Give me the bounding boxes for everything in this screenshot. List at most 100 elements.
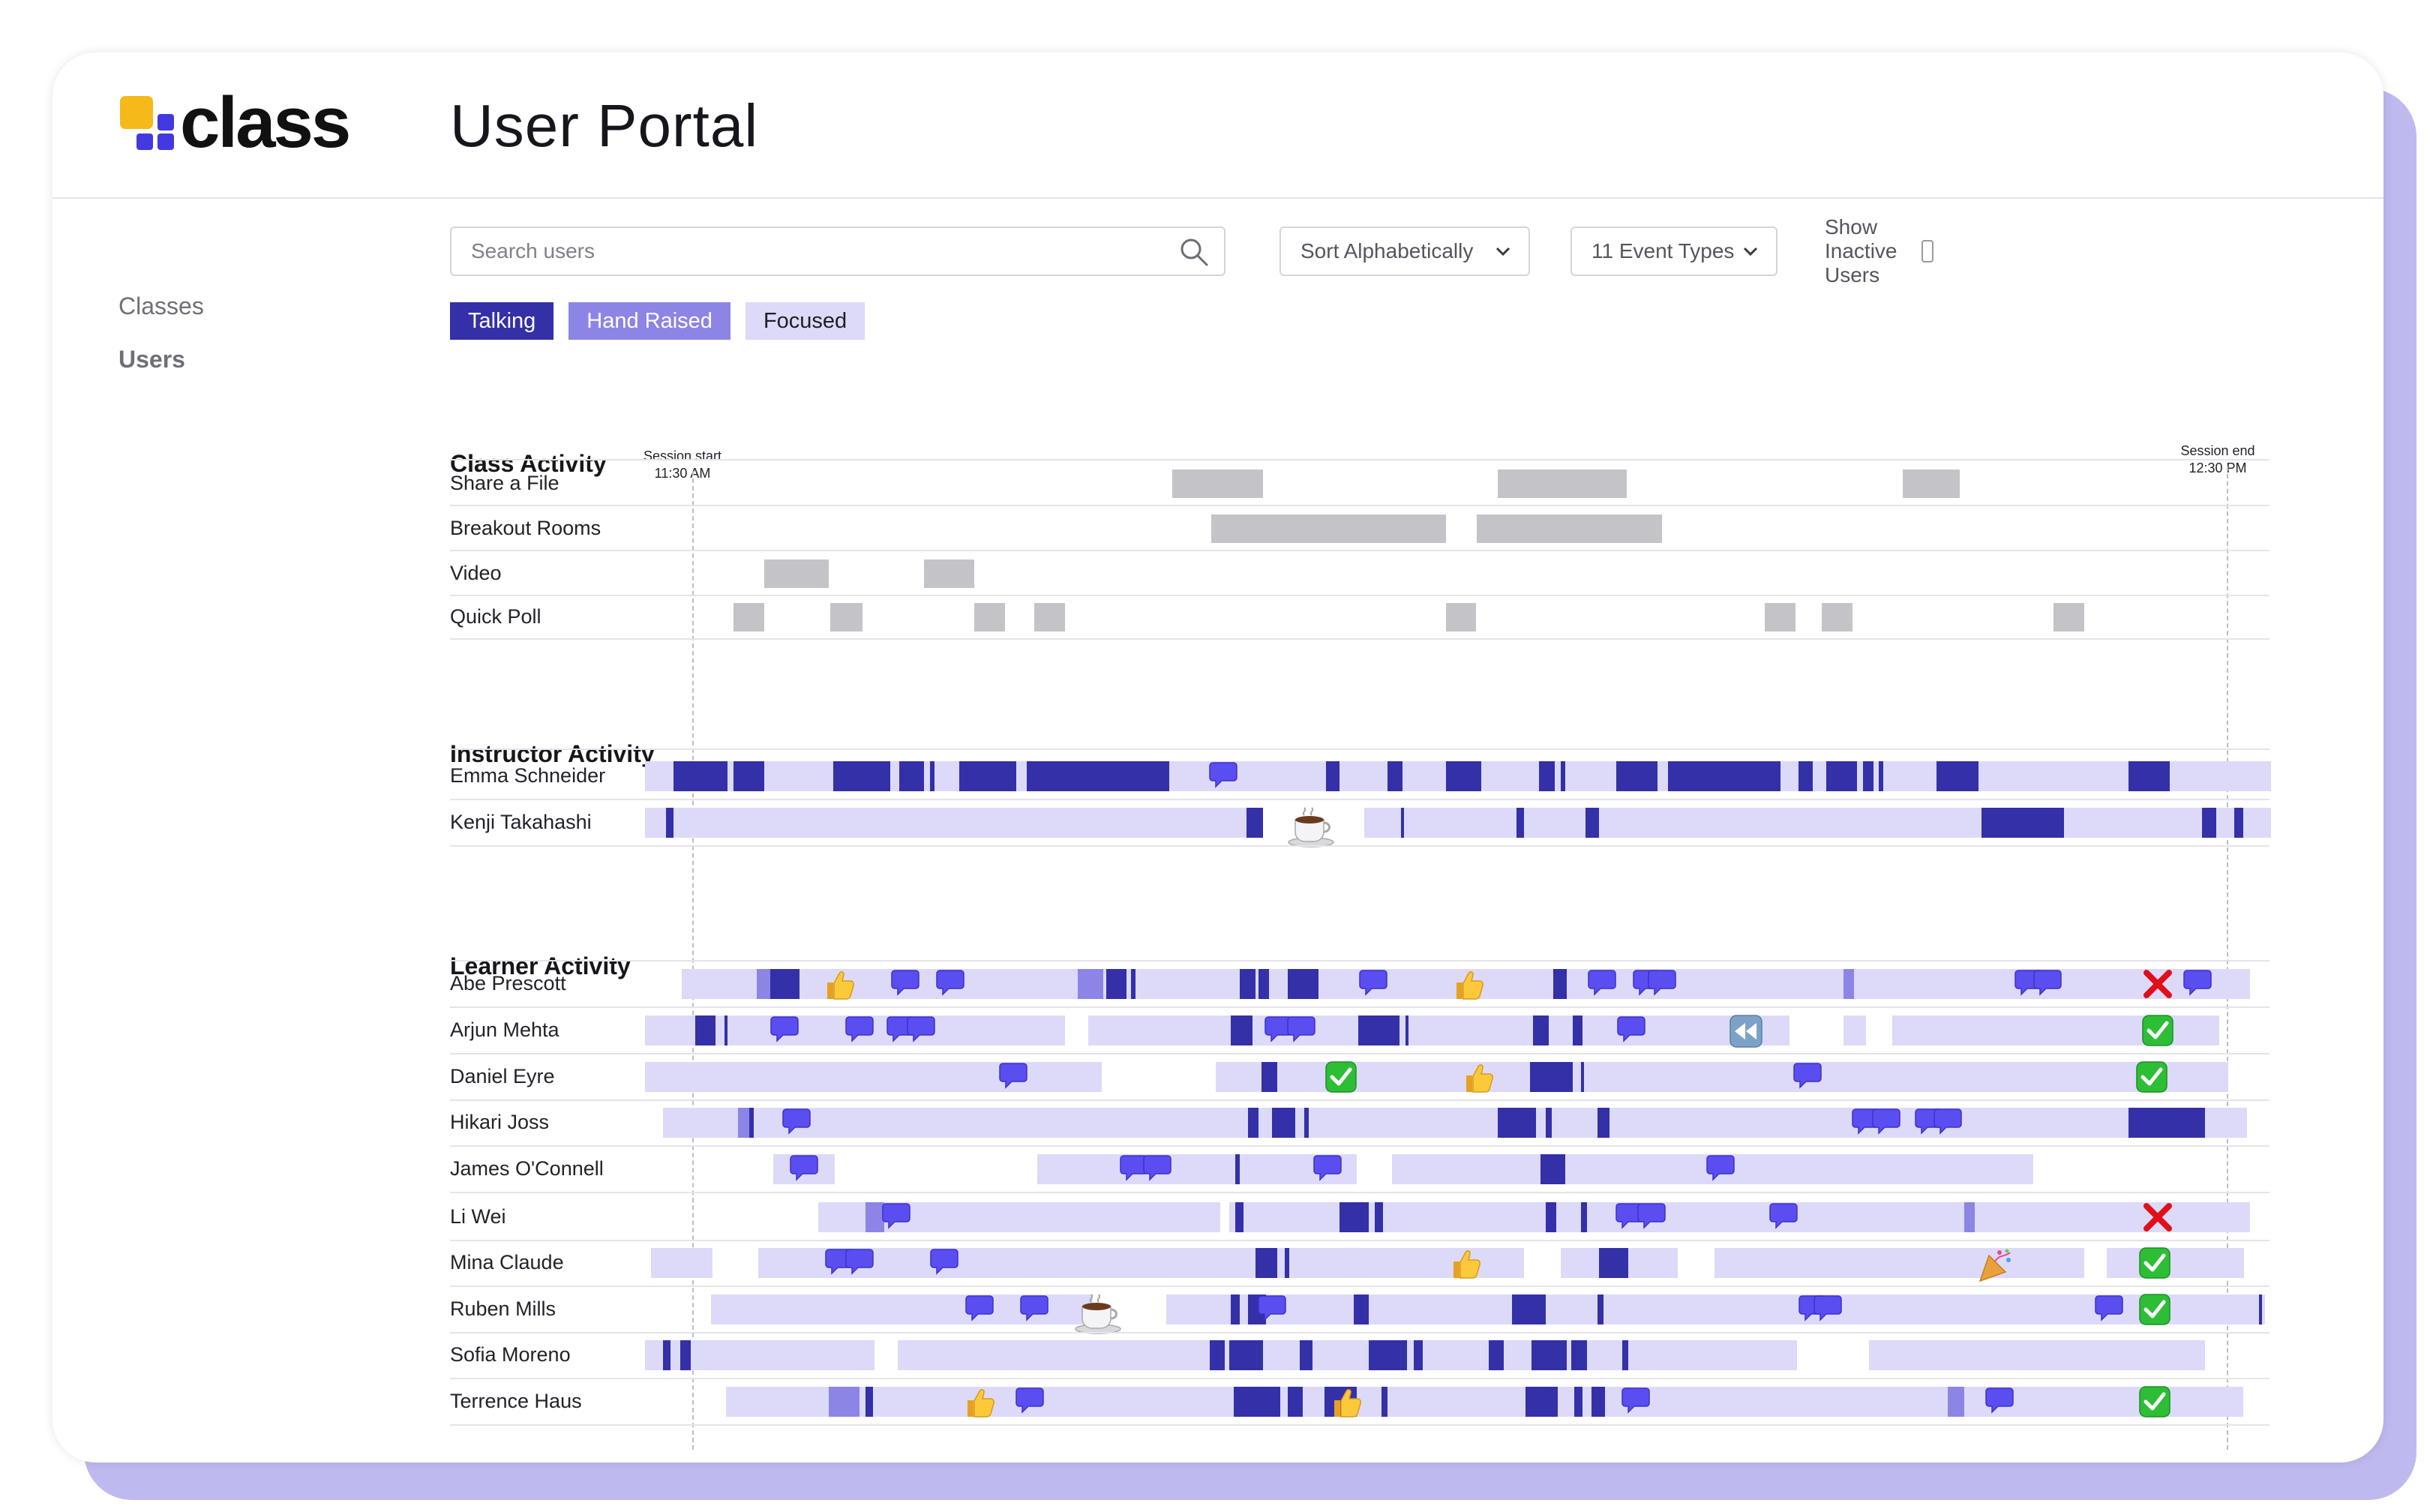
class-event-bar[interactable] [830, 603, 863, 632]
talking-bar[interactable] [1525, 1387, 1558, 1417]
talking-bar[interactable] [1369, 1340, 1408, 1370]
talking-bar[interactable] [1258, 969, 1270, 999]
talking-bar[interactable] [1027, 761, 1170, 791]
talking-bar[interactable] [959, 761, 1016, 791]
talking-bar[interactable] [680, 1340, 691, 1370]
speech-icon[interactable] [935, 968, 970, 1002]
speech-icon[interactable] [1621, 1385, 1655, 1420]
class-event-bar[interactable] [1903, 470, 1960, 498]
talking-bar[interactable] [1353, 1294, 1370, 1324]
speech-icon[interactable] [770, 1014, 804, 1048]
check-icon[interactable] [1324, 1060, 1359, 1095]
focused-bar[interactable] [758, 1248, 1524, 1278]
talking-bar[interactable] [2128, 1108, 2206, 1138]
hand-raised-bar[interactable] [756, 969, 771, 999]
talking-bar[interactable] [1235, 1202, 1244, 1232]
talking-bar[interactable] [1580, 1202, 1587, 1232]
speech-icon[interactable] [1587, 968, 1622, 1002]
talking-bar[interactable] [1545, 1108, 1552, 1138]
talking-bar[interactable] [1406, 1016, 1409, 1046]
class-event-bar[interactable] [923, 560, 975, 588]
hand-raised-bar[interactable] [866, 1202, 884, 1232]
talking-bar[interactable] [1235, 1154, 1240, 1184]
speech-icon[interactable] [844, 1246, 879, 1281]
talking-bar[interactable] [1131, 969, 1136, 999]
talking-bar[interactable] [1863, 761, 1874, 791]
speech-icon[interactable] [1019, 1293, 1054, 1328]
search-input[interactable] [450, 226, 1226, 276]
class-event-bar[interactable] [1765, 603, 1796, 632]
talking-bar[interactable] [1599, 1248, 1629, 1278]
talking-bar[interactable] [1598, 1294, 1604, 1324]
speech-icon[interactable] [1933, 1106, 1967, 1141]
thumbs-up-icon[interactable] [1452, 968, 1486, 1002]
speech-icon[interactable] [929, 1246, 964, 1281]
talking-bar[interactable] [1516, 808, 1524, 838]
speech-icon[interactable] [998, 1060, 1033, 1095]
talking-bar[interactable] [770, 969, 800, 999]
speech-icon[interactable] [2094, 1293, 2128, 1328]
speech-icon[interactable] [2182, 968, 2217, 1002]
thumbs-up-icon[interactable] [963, 1385, 998, 1420]
talking-bar[interactable] [1530, 1062, 1574, 1092]
focused-bar[interactable] [1088, 1016, 1790, 1046]
check-icon[interactable] [2138, 1293, 2173, 1328]
speech-icon[interactable] [1871, 1106, 1906, 1141]
talking-bar[interactable] [734, 761, 765, 791]
speech-icon[interactable] [964, 1293, 999, 1328]
cross-icon[interactable] [2141, 968, 2176, 1002]
talking-bar[interactable] [1936, 761, 1978, 791]
class-event-bar[interactable] [1210, 514, 1446, 543]
talking-bar[interactable] [1387, 761, 1403, 791]
talking-bar[interactable] [1545, 1202, 1556, 1232]
talking-bar[interactable] [1574, 1387, 1582, 1417]
talking-bar[interactable] [1231, 1294, 1240, 1324]
talking-bar[interactable] [1255, 1248, 1277, 1278]
focused-bar[interactable] [1869, 1340, 2206, 1370]
focused-bar[interactable] [1037, 1154, 1357, 1184]
hand-raised-bar[interactable] [1077, 969, 1104, 999]
speech-icon[interactable] [1015, 1385, 1049, 1420]
class-event-bar[interactable] [764, 560, 830, 588]
talking-bar[interactable] [866, 1387, 874, 1417]
check-icon[interactable] [2138, 1246, 2173, 1281]
talking-bar[interactable] [1106, 969, 1126, 999]
talking-bar[interactable] [2202, 808, 2216, 838]
speech-icon[interactable] [844, 1014, 879, 1048]
talking-bar[interactable] [695, 1016, 716, 1046]
talking-bar[interactable] [1287, 1387, 1304, 1417]
class-event-bar[interactable] [1498, 470, 1627, 498]
legend-focused[interactable]: Focused [745, 302, 866, 340]
focused-bar[interactable] [1364, 808, 2272, 838]
search-icon[interactable] [1179, 237, 1209, 267]
focused-bar[interactable] [650, 1248, 712, 1278]
speech-icon[interactable] [890, 968, 925, 1002]
speech-icon[interactable] [1257, 1293, 1292, 1328]
talking-bar[interactable] [1561, 761, 1566, 791]
class-event-bar[interactable] [1476, 514, 1663, 543]
talking-bar[interactable] [1340, 1202, 1370, 1232]
talking-bar[interactable] [2258, 1294, 2263, 1324]
talking-bar[interactable] [666, 808, 674, 838]
hand-raised-bar[interactable] [1843, 969, 1854, 999]
thumbs-up-icon[interactable] [823, 968, 857, 1002]
talking-bar[interactable] [1552, 969, 1568, 999]
talking-bar[interactable] [1798, 761, 1813, 791]
talking-bar[interactable] [1358, 1016, 1400, 1046]
talking-bar[interactable] [674, 761, 728, 791]
focused-bar[interactable] [644, 1062, 1102, 1092]
speech-icon[interactable] [1984, 1385, 2019, 1420]
hand-raised-bar[interactable] [1947, 1387, 1965, 1417]
talking-bar[interactable] [1488, 1340, 1504, 1370]
talking-bar[interactable] [1981, 808, 2065, 838]
talking-bar[interactable] [1598, 1108, 1610, 1138]
focused-bar[interactable] [1714, 1248, 2084, 1278]
talking-bar[interactable] [833, 761, 890, 791]
focused-bar[interactable] [1215, 1062, 2229, 1092]
rewind-icon[interactable] [1729, 1014, 1763, 1048]
thumbs-up-icon[interactable] [1449, 1246, 1484, 1281]
talking-bar[interactable] [1585, 808, 1600, 838]
sort-dropdown[interactable]: Sort Alphabetically [1280, 226, 1530, 276]
focused-bar[interactable] [898, 1340, 1798, 1370]
talking-bar[interactable] [1287, 969, 1318, 999]
